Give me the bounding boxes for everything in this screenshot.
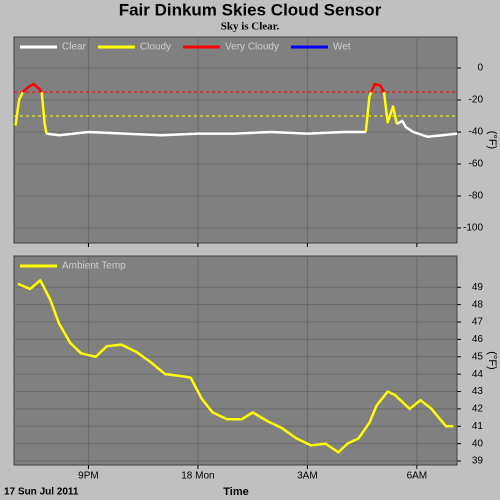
legend-label: Cloudy: [140, 42, 171, 53]
series-line: [21, 82, 386, 93]
y-tick-label: 48: [472, 299, 484, 310]
y-tick-label: 47: [472, 317, 484, 328]
y-tick-label: 43: [472, 386, 484, 397]
y-tick-label: 42: [472, 404, 484, 415]
series-line: [46, 119, 458, 139]
series-line: [17, 279, 454, 454]
legend-label: Clear: [62, 42, 87, 53]
y-tick-label: -80: [469, 191, 484, 202]
y-axis-label: (°F): [486, 131, 498, 149]
y-tick-label: 41: [472, 421, 484, 432]
y-tick-label: 39: [472, 456, 484, 467]
x-tick-label: 18 Mon: [181, 471, 214, 482]
chart-subtitle: Sky is Clear.: [221, 21, 280, 33]
legend-label: Wet: [333, 42, 351, 53]
x-axis-label: Time: [223, 486, 248, 498]
x-tick-label: 9PM: [78, 471, 99, 482]
y-tick-label: 46: [472, 334, 484, 345]
y-tick-label: -100: [463, 223, 483, 234]
y-tick-label: -40: [469, 127, 484, 138]
y-tick-label: 40: [472, 438, 484, 449]
y-tick-label: -60: [469, 159, 484, 170]
series-line: [14, 91, 399, 134]
y-tick-label: 0: [477, 63, 483, 74]
y-tick-label: 45: [472, 351, 484, 362]
date-label: 17 Sun Jul 2011: [4, 487, 79, 498]
legend-label: Very Cloudy: [225, 42, 279, 53]
chart-title: Fair Dinkum Skies Cloud Sensor: [119, 0, 382, 19]
legend-label: Ambient Temp: [62, 261, 126, 272]
plot-area: [13, 255, 458, 466]
x-tick-label: 3AM: [297, 471, 318, 482]
y-tick-label: 44: [472, 369, 484, 380]
y-axis-label: (°F): [486, 351, 498, 369]
plot-area: [13, 36, 458, 244]
y-tick-label: -20: [469, 95, 484, 106]
x-tick-label: 6AM: [407, 471, 428, 482]
y-tick-label: 49: [472, 282, 484, 293]
